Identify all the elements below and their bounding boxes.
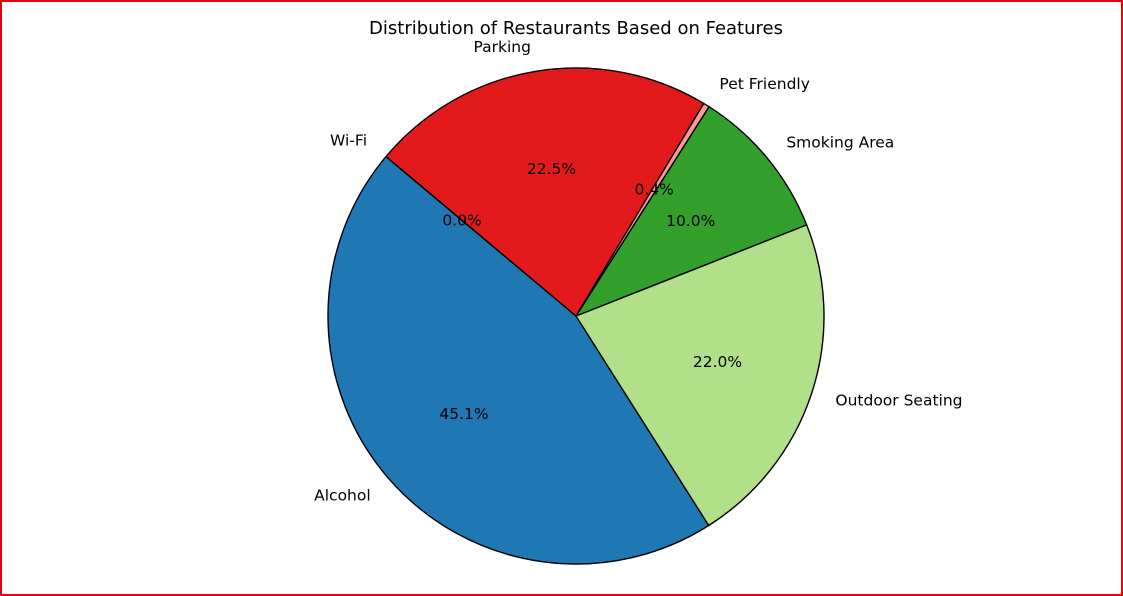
slice-label-alcohol: Alcohol <box>314 487 371 505</box>
slice-alcohol <box>327 155 710 565</box>
slice-label-parking: Parking <box>474 38 531 56</box>
slice-outdoor-seating <box>575 224 825 527</box>
slice-label-smoking-area: Smoking Area <box>786 133 894 151</box>
slice-parking <box>385 67 705 317</box>
slice-label-wi-fi: Wi-Fi <box>330 132 367 150</box>
pct-label-parking: 22.5% <box>527 160 576 178</box>
pct-label-wi-fi: 0.0% <box>442 211 481 229</box>
slice-smoking-area <box>575 105 808 317</box>
slice-label-pet-friendly: Pet Friendly <box>719 75 809 93</box>
pct-label-smoking-area: 10.0% <box>666 212 715 230</box>
pct-label-outdoor-seating: 22.0% <box>693 353 742 371</box>
pie-labels: Wi-Fi 0.0% Alcohol 45.1% Outdoor Seating 22.0… <box>314 38 962 505</box>
slice-label-outdoor-seating: Outdoor Seating <box>835 391 962 409</box>
chart-title: Distribution of Restaurants Based on Fea… <box>369 18 783 39</box>
pie-slices <box>327 67 825 565</box>
pct-label-alcohol: 45.1% <box>439 405 488 423</box>
pct-label-pet-friendly: 0.4% <box>635 180 674 198</box>
